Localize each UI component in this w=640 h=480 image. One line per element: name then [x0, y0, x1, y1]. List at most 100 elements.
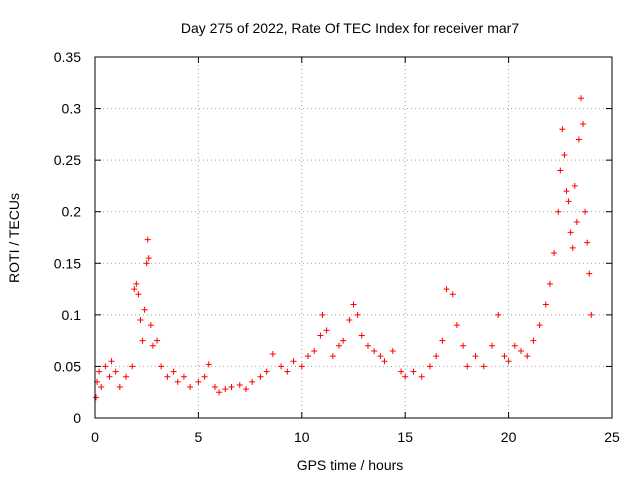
x-tick-label: 25	[604, 429, 620, 445]
data-point	[580, 121, 587, 128]
data-point	[439, 337, 446, 344]
data-point	[93, 394, 100, 401]
data-point	[164, 373, 171, 380]
data-points	[93, 95, 595, 401]
grid-lines	[95, 57, 612, 418]
data-point	[555, 208, 562, 215]
data-point	[158, 363, 165, 370]
data-point	[143, 260, 150, 267]
data-point	[551, 249, 558, 256]
data-point	[149, 342, 156, 349]
data-point	[135, 291, 142, 298]
data-point	[464, 363, 471, 370]
data-point	[145, 255, 152, 262]
y-tick-label: 0.2	[62, 204, 82, 220]
data-point	[505, 358, 512, 365]
data-point	[381, 358, 388, 365]
data-point	[329, 353, 336, 360]
x-tick-label: 20	[501, 429, 517, 445]
data-point	[336, 342, 343, 349]
data-point	[131, 286, 138, 293]
data-point	[530, 337, 537, 344]
data-point	[569, 244, 576, 251]
data-point	[129, 363, 136, 370]
data-point	[195, 378, 202, 385]
data-point	[205, 361, 212, 368]
data-point	[573, 219, 580, 226]
data-point	[102, 363, 109, 370]
x-tick-label: 15	[397, 429, 413, 445]
data-point	[187, 384, 194, 391]
data-point	[257, 373, 264, 380]
data-point	[201, 373, 208, 380]
data-point	[561, 151, 568, 158]
data-point	[236, 381, 243, 388]
data-point	[298, 363, 305, 370]
y-tick-label: 0.25	[54, 152, 81, 168]
data-point	[133, 280, 140, 287]
data-point	[242, 386, 249, 393]
data-point	[501, 353, 508, 360]
data-point	[284, 368, 291, 375]
data-point	[584, 239, 591, 246]
data-point	[410, 368, 417, 375]
data-point	[147, 322, 154, 329]
y-tick-label: 0.35	[54, 49, 81, 65]
data-point	[546, 280, 553, 287]
data-point	[290, 358, 297, 365]
data-point	[180, 373, 187, 380]
data-point	[346, 317, 353, 324]
data-point	[96, 368, 103, 375]
data-point	[571, 182, 578, 189]
data-point	[106, 373, 113, 380]
data-point	[112, 368, 119, 375]
data-point	[354, 311, 361, 318]
data-point	[108, 358, 115, 365]
data-point	[137, 317, 144, 324]
x-tick-labels: 0 5 10 15 20 25	[91, 429, 620, 445]
data-point	[495, 311, 502, 318]
data-point	[582, 208, 589, 215]
data-point	[222, 386, 229, 393]
data-point	[588, 311, 595, 318]
data-point	[116, 384, 123, 391]
data-point	[317, 332, 324, 339]
data-point	[402, 373, 409, 380]
data-point	[565, 198, 572, 205]
data-point	[174, 378, 181, 385]
data-point	[139, 337, 146, 344]
data-point	[577, 95, 584, 102]
x-tick-label: 5	[195, 429, 203, 445]
x-tick-label: 10	[294, 429, 310, 445]
x-axis-label: GPS time / hours	[297, 457, 404, 473]
data-point	[211, 384, 218, 391]
y-axis-label: ROTI / TECUs	[6, 193, 22, 283]
data-point	[449, 291, 456, 298]
data-point	[350, 301, 357, 308]
data-point	[398, 368, 405, 375]
data-point	[427, 363, 434, 370]
data-point	[489, 342, 496, 349]
data-point	[559, 126, 566, 133]
data-point	[563, 188, 570, 195]
data-point	[358, 332, 365, 339]
data-point	[377, 353, 384, 360]
data-point	[123, 373, 130, 380]
plot-frame	[94, 56, 613, 419]
data-point	[480, 363, 487, 370]
data-point	[154, 337, 161, 344]
data-point	[278, 363, 285, 370]
data-point	[418, 373, 425, 380]
data-point	[511, 342, 518, 349]
data-point	[389, 347, 396, 354]
data-point	[567, 229, 574, 236]
data-point	[319, 311, 326, 318]
data-point	[542, 301, 549, 308]
y-tick-label: 0	[73, 410, 81, 426]
data-point	[460, 342, 467, 349]
data-point	[263, 368, 270, 375]
data-point	[453, 322, 460, 329]
data-point	[141, 306, 148, 313]
data-point	[575, 136, 582, 143]
